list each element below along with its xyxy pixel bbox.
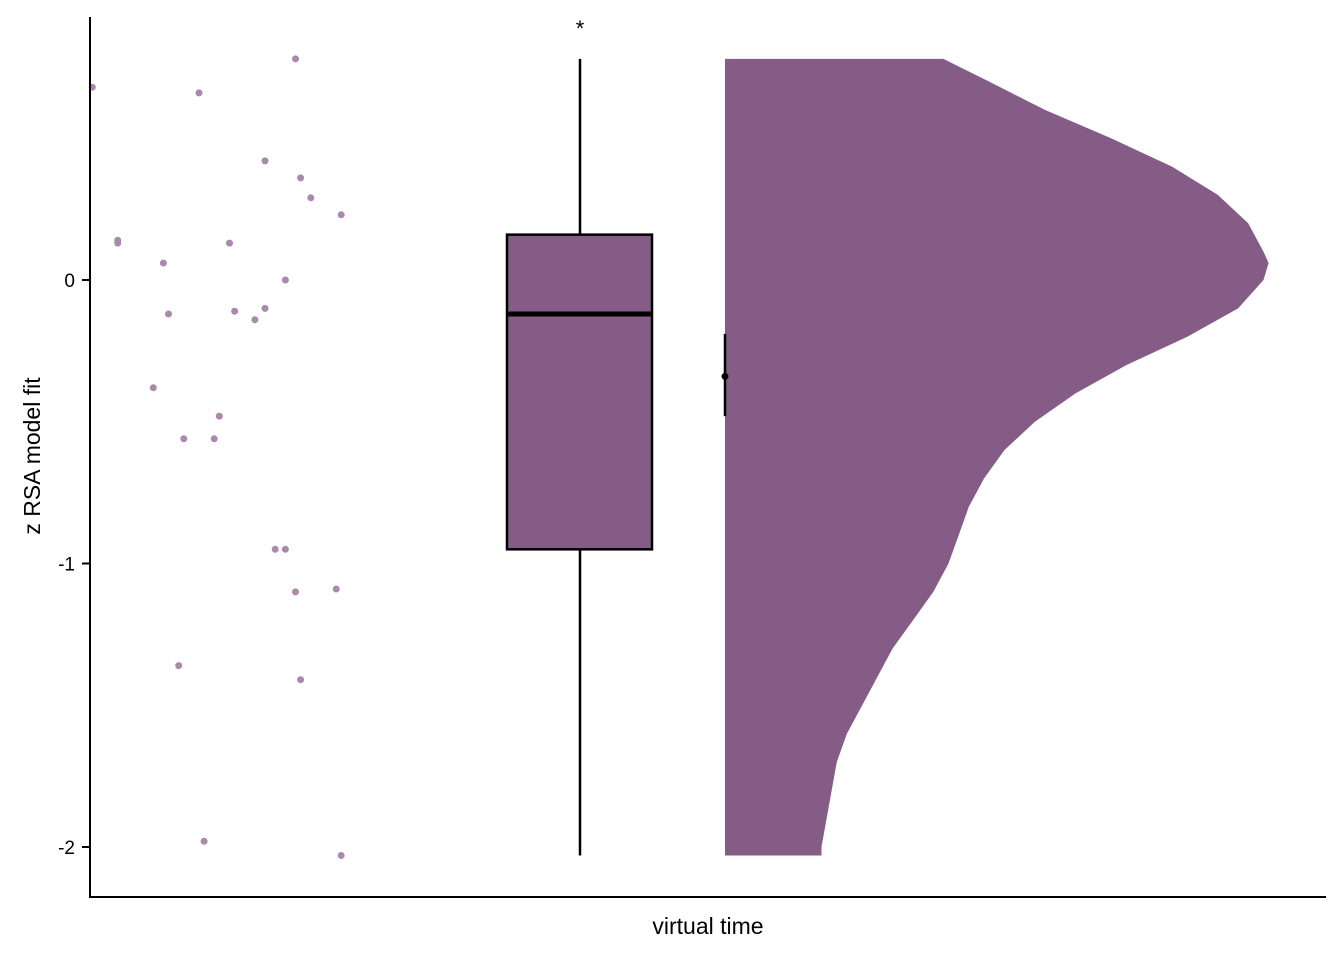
- data-point: [292, 588, 299, 596]
- significance-label: *: [576, 16, 585, 41]
- mean-ci: [721, 333, 729, 417]
- y-tick-label: 0: [64, 271, 75, 292]
- data-point: [251, 316, 259, 324]
- data-point: [337, 211, 345, 219]
- mean-point: [721, 372, 729, 380]
- data-point: [307, 194, 315, 202]
- density-layer: [725, 58, 1269, 856]
- data-point: [114, 239, 122, 247]
- data-point: [297, 676, 305, 684]
- data-point: [271, 545, 279, 553]
- data-point: [215, 412, 223, 420]
- data-point: [175, 662, 183, 670]
- data-point: [180, 435, 188, 443]
- y-axis-label: z RSA model fit: [19, 377, 45, 535]
- y-ticks: 0 -1 -2: [58, 271, 90, 859]
- data-point: [281, 276, 289, 284]
- y-tick-label: -1: [58, 555, 75, 576]
- data-point: [332, 585, 340, 593]
- data-point: [226, 239, 233, 247]
- data-point: [231, 307, 239, 315]
- data-point: [297, 174, 305, 182]
- density-shape: [725, 58, 1269, 856]
- x-axis-label: virtual time: [652, 913, 763, 939]
- data-point: [292, 55, 299, 63]
- data-point: [165, 310, 172, 318]
- data-point: [195, 89, 203, 97]
- data-point: [200, 837, 208, 845]
- box-iqr: [505, 233, 654, 551]
- data-point: [261, 304, 269, 312]
- data-point: [281, 545, 289, 553]
- boxplot: [505, 58, 654, 856]
- data-point: [261, 157, 269, 165]
- data-point: [159, 259, 167, 267]
- data-point: [337, 852, 345, 859]
- data-point: [149, 384, 157, 392]
- y-tick-label: -2: [58, 838, 75, 859]
- data-point: [210, 435, 218, 443]
- points-layer: [88, 55, 345, 859]
